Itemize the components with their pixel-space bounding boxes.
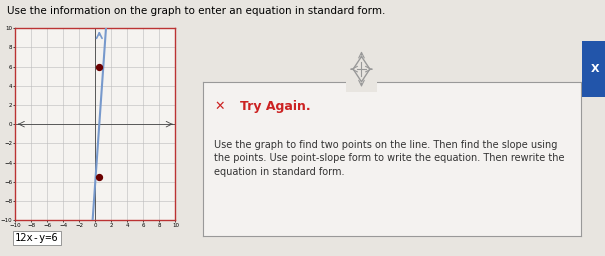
- Text: Use the information on the graph to enter an equation in standard form.: Use the information on the graph to ente…: [7, 6, 385, 16]
- Point: [94, 175, 104, 179]
- Text: Try Again.: Try Again.: [241, 100, 311, 113]
- Text: X: X: [590, 64, 599, 74]
- Point: [94, 65, 104, 69]
- Text: 12x-y=6: 12x-y=6: [15, 233, 59, 243]
- Text: ✕: ✕: [214, 100, 224, 113]
- Text: Use the graph to find two points on the line. Then find the slope using
the poin: Use the graph to find two points on the …: [214, 140, 564, 177]
